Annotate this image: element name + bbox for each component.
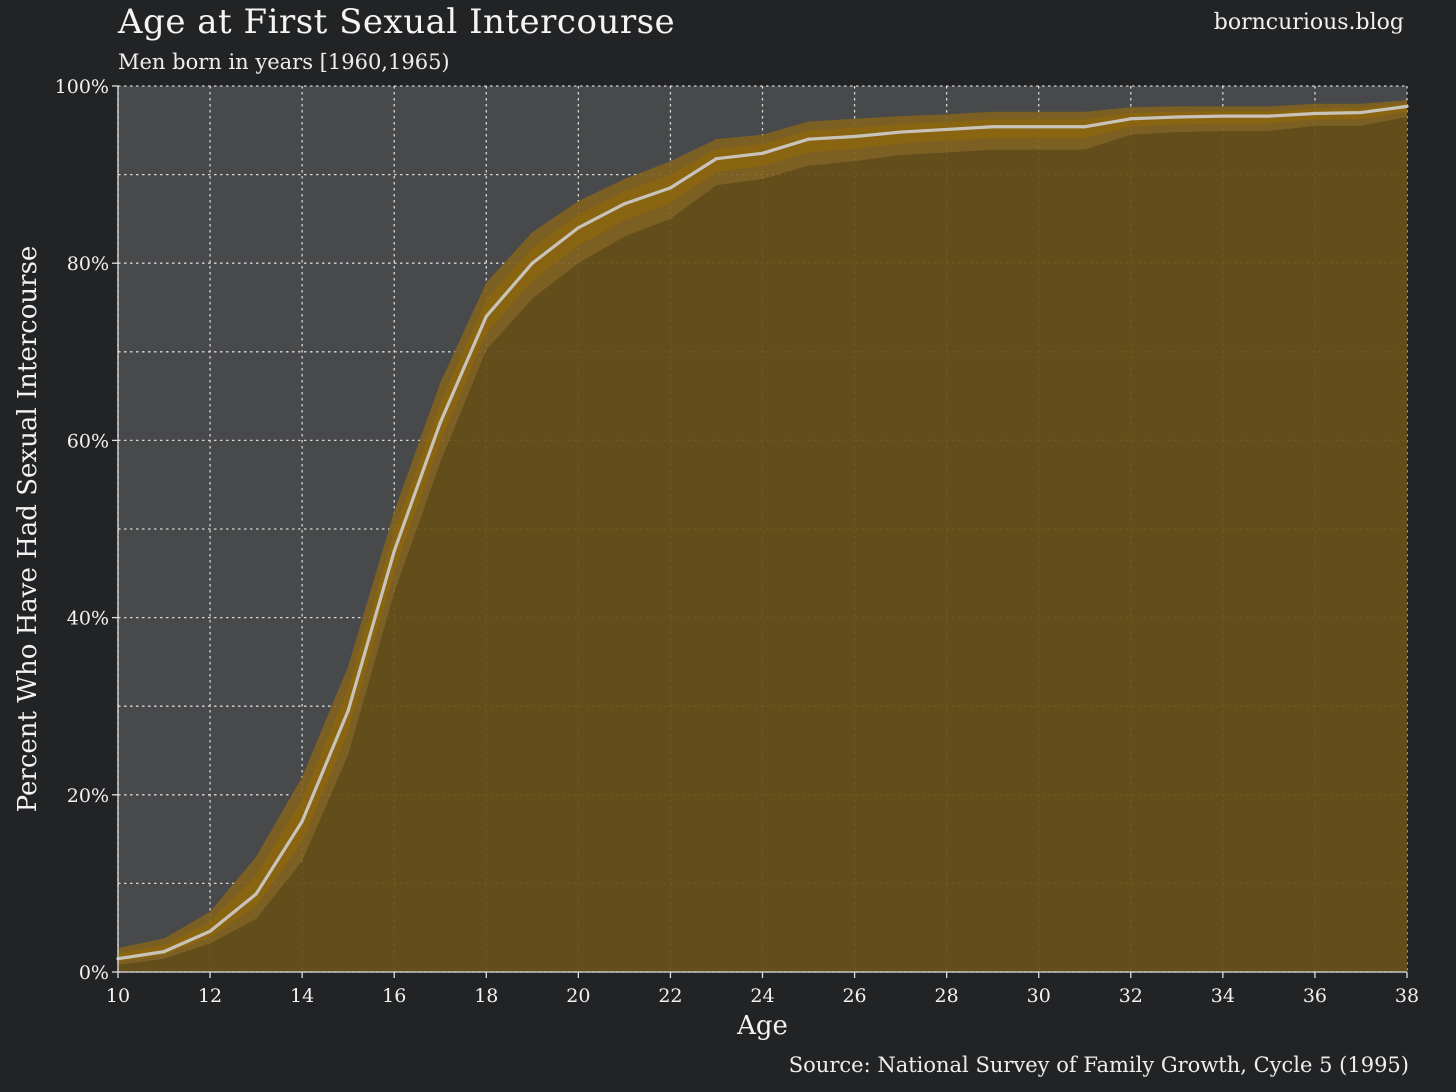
data-point	[1359, 110, 1363, 115]
x-tick-label: 38	[1395, 985, 1419, 1007]
source-note: Source: National Survey of Family Growth…	[788, 1053, 1409, 1077]
data-point	[162, 950, 166, 954]
data-point	[899, 130, 903, 134]
data-point	[208, 929, 212, 933]
data-point	[1267, 114, 1271, 118]
x-tick-label: 22	[658, 985, 682, 1007]
data-point	[438, 421, 442, 425]
chart-subtitle: Men born in years [1960,1965)	[118, 50, 450, 74]
y-tick-label: 80%	[67, 253, 109, 275]
cumulative-area	[118, 117, 1407, 972]
x-tick-label: 30	[1027, 985, 1051, 1007]
x-tick-label: 32	[1119, 985, 1143, 1007]
data-point	[1037, 125, 1041, 129]
data-point	[484, 314, 488, 318]
chart-title: Age at First Sexual Intercourse	[118, 2, 676, 42]
x-tick-label: 20	[566, 985, 590, 1007]
y-tick-label: 20%	[67, 785, 109, 807]
data-point	[254, 892, 258, 896]
y-axis-title: Percent Who Have Had Sexual Intercourse	[13, 246, 43, 813]
x-tick-label: 14	[290, 985, 314, 1007]
x-tick-label: 26	[842, 985, 866, 1007]
x-axis-title: Age	[736, 1011, 788, 1041]
data-point	[945, 127, 949, 132]
data-point	[1083, 125, 1087, 129]
x-tick-label: 36	[1303, 985, 1327, 1007]
x-tick-label: 28	[935, 985, 959, 1007]
confidence-band-outer	[118, 100, 1407, 965]
data-point	[668, 186, 673, 190]
data-point	[852, 134, 857, 139]
data-point	[1175, 115, 1179, 119]
data-point	[346, 709, 350, 713]
site-name: borncurious.blog	[1213, 10, 1404, 35]
data-point	[1405, 104, 1409, 108]
data-point	[300, 819, 304, 823]
data-point	[622, 202, 626, 206]
data-point	[530, 261, 534, 265]
data-point	[1221, 114, 1225, 118]
y-tick-label: 0%	[79, 962, 109, 984]
x-tick-label: 10	[106, 985, 130, 1007]
data-point	[392, 549, 396, 553]
data-point	[1129, 117, 1133, 121]
y-tick-label: 60%	[67, 430, 109, 452]
series-marks	[116, 100, 1409, 972]
axes: 10 12 14 16 18 20 22 24 26 28 30 32 34 36 38 0% 20% 40% 60…	[55, 76, 1419, 1007]
x-tick-label: 34	[1211, 985, 1235, 1007]
data-point	[576, 226, 580, 230]
data-point	[1313, 111, 1317, 116]
x-tick-label: 24	[750, 985, 774, 1007]
x-tick-label: 16	[382, 985, 406, 1007]
data-point	[760, 151, 765, 155]
y-tick-label: 100%	[55, 76, 109, 98]
data-point	[806, 137, 811, 141]
x-tick-label: 18	[474, 985, 498, 1007]
y-tick-label: 40%	[67, 608, 109, 630]
data-point	[991, 125, 995, 129]
x-tick-label: 12	[198, 985, 222, 1007]
data-point	[714, 157, 719, 161]
